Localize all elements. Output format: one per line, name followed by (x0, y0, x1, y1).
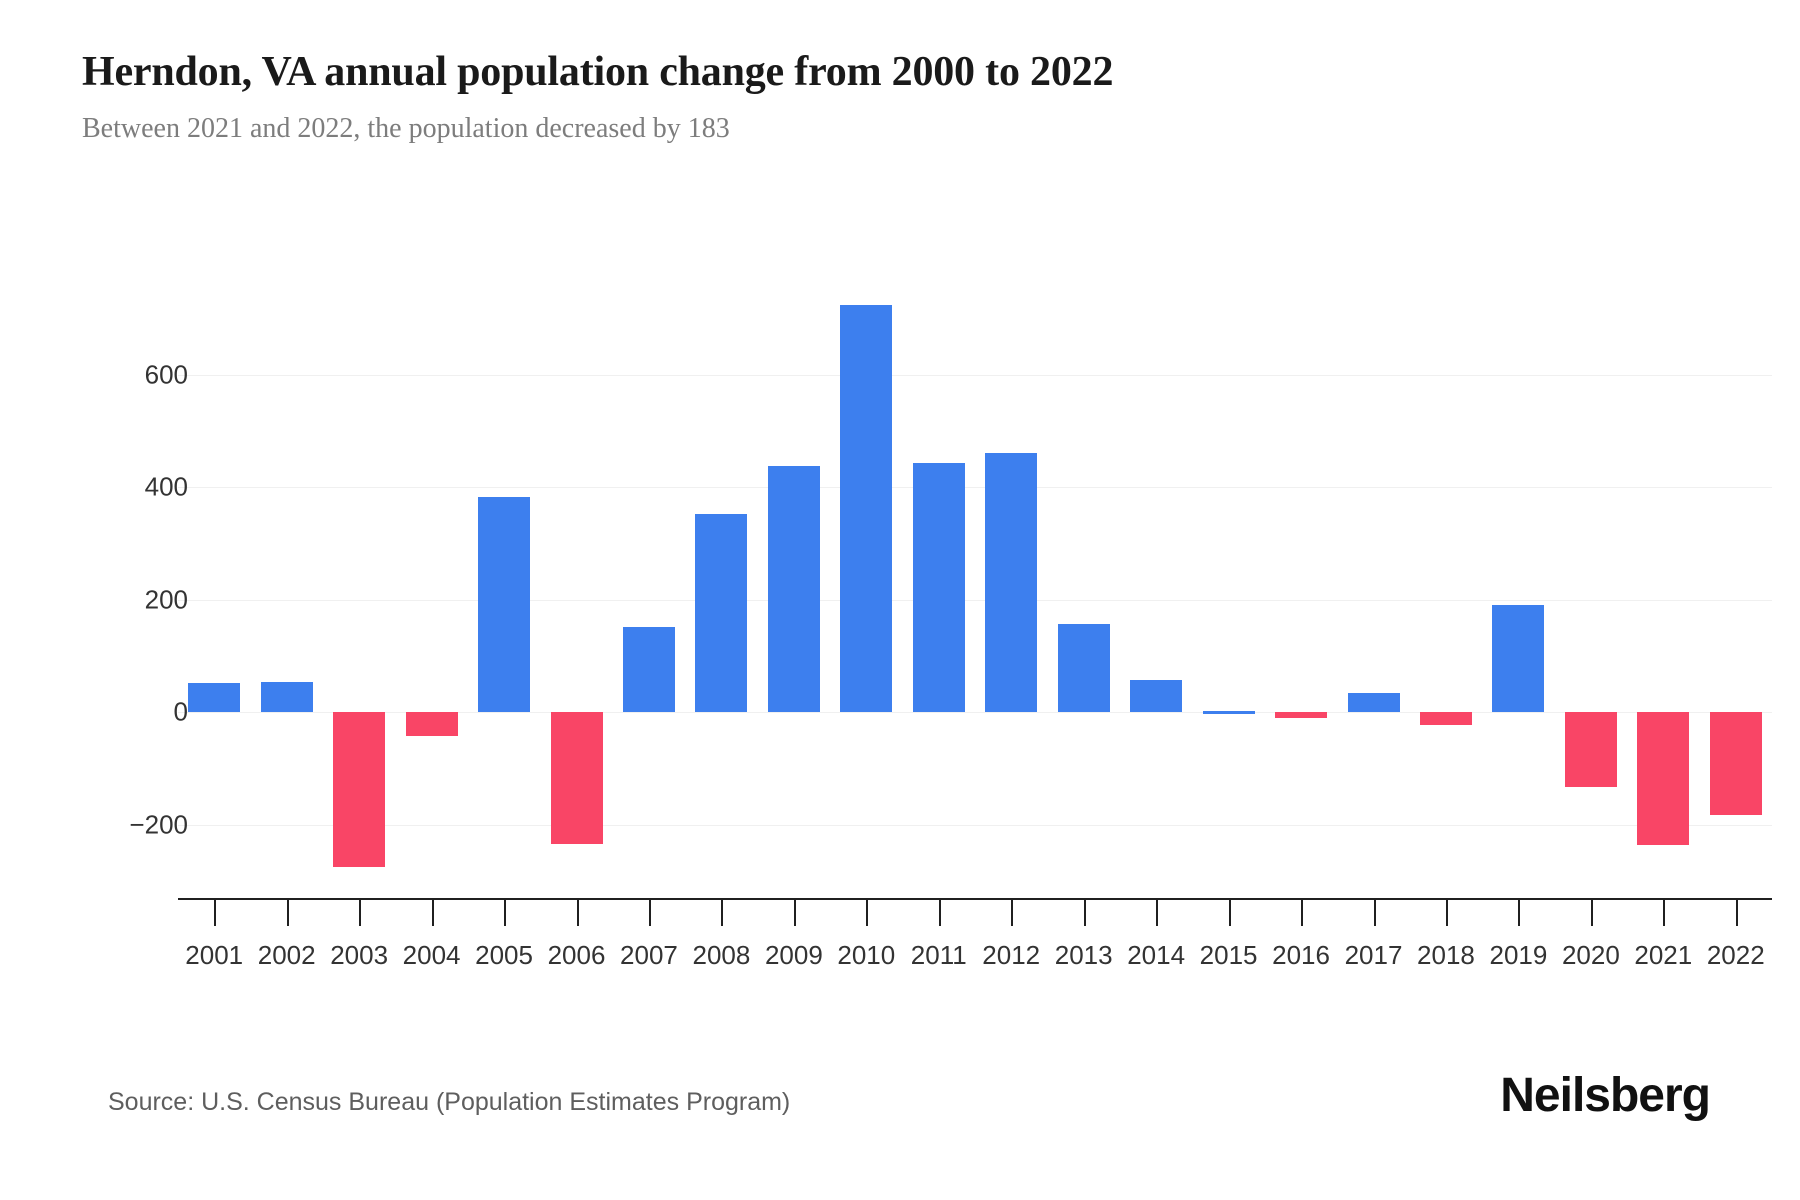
bar-2022[interactable] (1709, 712, 1762, 815)
bar-2021[interactable] (1637, 712, 1690, 845)
x-axis-tick-label-2019: 2019 (1489, 940, 1548, 970)
x-axis-tick-label-2008: 2008 (692, 940, 751, 970)
bar-2008[interactable] (695, 514, 748, 712)
bar-2009[interactable] (767, 466, 820, 712)
x-axis-tick-label-2021: 2021 (1634, 940, 1693, 970)
x-axis-tick-label-2009: 2009 (764, 940, 823, 970)
x-axis-tick (1590, 900, 1593, 926)
x-axis-tick-label-2012: 2012 (982, 940, 1041, 970)
x-axis-tick-label-2007: 2007 (620, 940, 678, 970)
y-axis-tick-label: −200 (129, 809, 188, 839)
x-axis-tick-label-2016: 2016 (1272, 940, 1330, 970)
x-axis-tick-label-2018: 2018 (1417, 940, 1475, 970)
bar-2017[interactable] (1347, 693, 1400, 712)
x-axis-tick (214, 900, 217, 926)
x-axis-tick-label-2020: 2020 (1561, 940, 1620, 970)
x-axis-tick (1735, 900, 1738, 926)
bar-2006[interactable] (550, 712, 603, 845)
bar-2013[interactable] (1057, 624, 1110, 712)
bar-2005[interactable] (478, 497, 531, 712)
x-axis-tick (1156, 900, 1159, 926)
brand-logo: Neilsberg (1500, 1069, 1711, 1122)
x-axis-tick-label-2004: 2004 (402, 940, 461, 970)
bar-2015[interactable] (1202, 710, 1255, 714)
bar-2012[interactable] (985, 453, 1038, 712)
x-axis-tick (1663, 900, 1666, 926)
x-axis-tick (359, 900, 362, 926)
chart-subtitle: Between 2021 and 2022, the population de… (82, 113, 730, 145)
bar-2004[interactable] (405, 712, 458, 736)
bar-2010[interactable] (840, 305, 893, 712)
bar-2003[interactable] (333, 712, 386, 867)
x-axis-tick (1301, 900, 1304, 926)
y-axis-tick-label: 600 (144, 359, 188, 389)
x-axis-tick-label-2005: 2005 (475, 940, 533, 970)
y-axis-tick-label: 200 (144, 584, 188, 614)
x-axis-tick (1083, 900, 1086, 926)
x-axis-tick (1228, 900, 1231, 926)
x-axis-line (178, 898, 1772, 900)
x-axis-tick (866, 900, 869, 926)
x-axis-tick (1445, 900, 1448, 926)
bar-2019[interactable] (1492, 605, 1545, 712)
x-axis-tick-label-2015: 2015 (1199, 940, 1258, 970)
gridline (178, 712, 1772, 713)
x-axis-tick-label-2011: 2011 (910, 940, 967, 970)
x-axis-tick (1373, 900, 1376, 926)
bar-2020[interactable] (1564, 712, 1617, 787)
x-axis-tick (648, 900, 651, 926)
source-note: Source: U.S. Census Bureau (Population E… (108, 1088, 791, 1116)
plot-canvas (178, 240, 1772, 880)
bar-group (178, 240, 1772, 880)
bar-2007[interactable] (622, 626, 675, 712)
x-axis-tick-label-2001: 2001 (185, 940, 244, 970)
chart-header: Herndon, VA annual population change fro… (82, 48, 1722, 146)
bar-2001[interactable] (188, 682, 241, 712)
x-axis-tick (504, 900, 507, 926)
x-axis-tick-label-2010: 2010 (837, 940, 896, 970)
gridline (178, 487, 1772, 488)
x-axis-tick-label-2013: 2013 (1054, 940, 1113, 970)
bar-2016[interactable] (1275, 712, 1328, 718)
x-axis-tick (938, 900, 941, 926)
gridline (178, 374, 1772, 376)
x-axis-tick-label-2014: 2014 (1127, 940, 1186, 970)
bar-2002[interactable] (260, 682, 313, 712)
x-axis-tick (286, 900, 289, 926)
bar-2014[interactable] (1130, 679, 1183, 712)
bar-2018[interactable] (1419, 712, 1472, 725)
x-axis-tick-label-2002: 2002 (257, 940, 316, 970)
x-axis-tick-label-2017: 2017 (1344, 940, 1403, 970)
bar-2011[interactable] (912, 462, 965, 712)
x-axis-tick-label-2022: 2022 (1706, 940, 1765, 970)
y-axis-tick-label: 0 (173, 696, 188, 727)
x-axis-tick-label-2003: 2003 (330, 940, 389, 970)
x-axis-tick (793, 900, 796, 926)
y-axis-tick-label: 400 (144, 471, 188, 502)
x-axis-tick (1011, 900, 1014, 926)
gridline (178, 599, 1772, 601)
x-axis-tick (721, 900, 724, 926)
x-axis-tick (576, 900, 579, 926)
gridline (178, 824, 1772, 826)
x-axis-tick (1518, 900, 1521, 926)
x-axis-tick-label-2006: 2006 (547, 940, 606, 970)
page-title: Herndon, VA annual population change fro… (82, 49, 1114, 95)
x-axis-tick (431, 900, 434, 926)
